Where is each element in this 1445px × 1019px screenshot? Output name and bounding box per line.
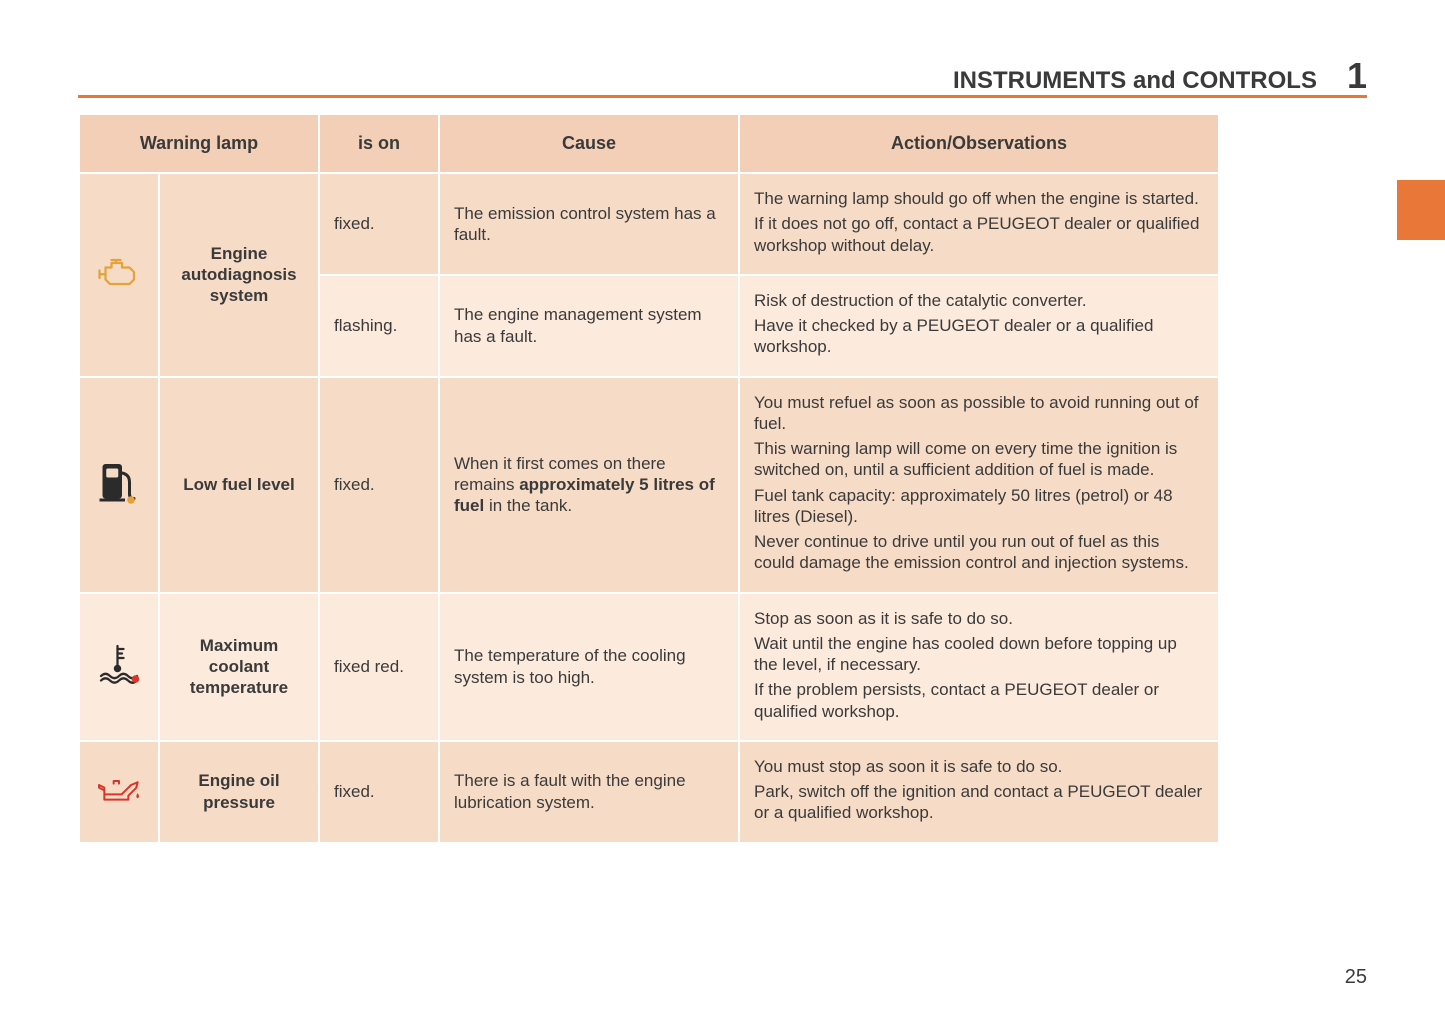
warning-lamp-table: Warning lamp is on Cause Action/Observat… [78, 113, 1220, 844]
col-is-on: is on [319, 114, 439, 173]
action-paragraph: Risk of destruction of the catalytic con… [754, 290, 1204, 311]
action-paragraph: You must stop as soon it is safe to do s… [754, 756, 1204, 777]
header-rule [78, 95, 1367, 98]
is-on-cell: fixed. [319, 741, 439, 843]
action-paragraph: If the problem persists, contact a PEUGE… [754, 679, 1204, 722]
action-paragraph: Never continue to drive until you run ou… [754, 531, 1204, 574]
fuel-pump-icon [95, 458, 143, 506]
warning-lamp-name: Engine autodiagnosis system [159, 173, 319, 377]
table-header-row: Warning lamp is on Cause Action/Observat… [79, 114, 1219, 173]
action-cell: The warning lamp should go off when the … [739, 173, 1219, 275]
col-warning-lamp: Warning lamp [79, 114, 319, 173]
cause-cell: The engine management system has a fault… [439, 275, 739, 377]
warning-lamp-icon-cell [79, 377, 159, 593]
coolant-temp-icon [95, 640, 143, 688]
warning-lamp-icon-cell [79, 741, 159, 843]
action-paragraph: The warning lamp should go off when the … [754, 188, 1204, 209]
warning-lamp-name: Engine oil pressure [159, 741, 319, 843]
oil-can-icon [95, 765, 143, 813]
action-paragraph: Wait until the engine has cooled down be… [754, 633, 1204, 676]
header-title: INSTRUMENTS and CONTROLS [953, 67, 1317, 95]
action-cell: You must stop as soon it is safe to do s… [739, 741, 1219, 843]
action-cell: You must refuel as soon as possible to a… [739, 377, 1219, 593]
is-on-cell: fixed. [319, 173, 439, 275]
page-header: INSTRUMENTS and CONTROLS 1 [953, 55, 1367, 97]
table-row: Maximum coolant temperaturefixed red.The… [79, 593, 1219, 741]
engine-icon [95, 248, 143, 296]
warning-lamp-icon-cell [79, 173, 159, 377]
action-cell: Risk of destruction of the catalytic con… [739, 275, 1219, 377]
is-on-cell: fixed red. [319, 593, 439, 741]
action-paragraph: Fuel tank capacity: approximately 50 lit… [754, 485, 1204, 528]
action-paragraph: You must refuel as soon as possible to a… [754, 392, 1204, 435]
table-row: Low fuel levelfixed.When it first comes … [79, 377, 1219, 593]
table-row: Engine autodiagnosis systemfixed.The emi… [79, 173, 1219, 275]
warning-lamp-table-container: Warning lamp is on Cause Action/Observat… [78, 113, 1218, 844]
col-cause: Cause [439, 114, 739, 173]
cause-cell: When it first comes on there remains app… [439, 377, 739, 593]
action-paragraph: Park, switch off the ignition and contac… [754, 781, 1204, 824]
warning-lamp-name: Low fuel level [159, 377, 319, 593]
action-paragraph: Stop as soon as it is safe to do so. [754, 608, 1204, 629]
action-paragraph: Have it checked by a PEUGEOT dealer or a… [754, 315, 1204, 358]
is-on-cell: fixed. [319, 377, 439, 593]
cause-cell: The emission control system has a fault. [439, 173, 739, 275]
side-tab [1397, 180, 1445, 240]
page-number: 25 [1345, 966, 1367, 989]
cause-cell: There is a fault with the engine lubrica… [439, 741, 739, 843]
is-on-cell: flashing. [319, 275, 439, 377]
action-cell: Stop as soon as it is safe to do so. Wait… [739, 593, 1219, 741]
warning-lamp-icon-cell [79, 593, 159, 741]
action-paragraph: If it does not go off, contact a PEUGEOT… [754, 213, 1204, 256]
table-row: Engine oil pressurefixed.There is a faul… [79, 741, 1219, 843]
col-action: Action/Observations [739, 114, 1219, 173]
warning-lamp-name: Maximum coolant temperature [159, 593, 319, 741]
cause-cell: The temperature of the cooling system is… [439, 593, 739, 741]
header-chapter-number: 1 [1347, 55, 1367, 97]
action-paragraph: This warning lamp will come on every tim… [754, 438, 1204, 481]
